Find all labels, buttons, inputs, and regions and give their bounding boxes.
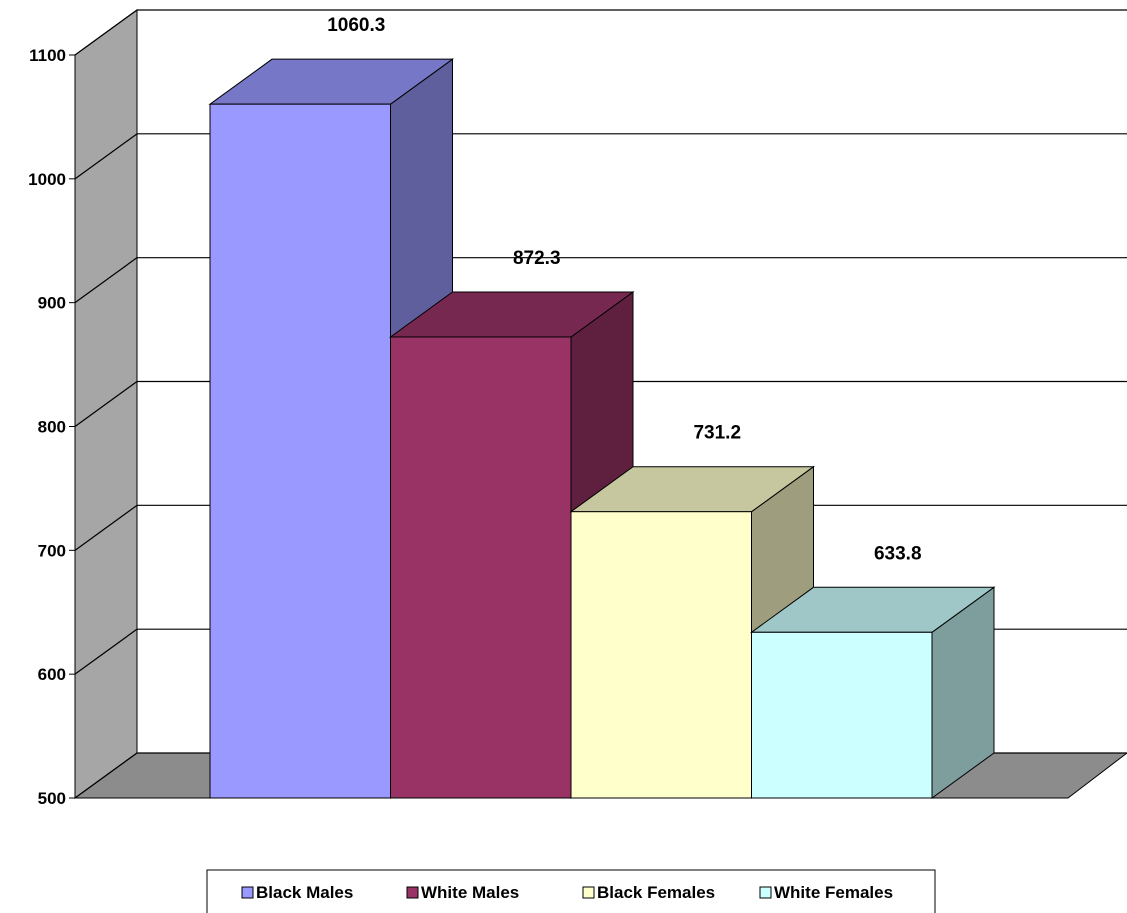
y-tick-label: 1000 <box>28 170 66 189</box>
bar <box>209 103 391 799</box>
data-label: 731.2 <box>693 423 741 444</box>
y-tick-label: 800 <box>38 418 66 437</box>
wall-grid-line <box>74 257 138 304</box>
wall-grid-line <box>74 504 138 551</box>
legend-swatch <box>241 886 254 899</box>
data-label: 872.3 <box>513 248 561 269</box>
wall-grid-line <box>74 752 138 799</box>
legend-swatch <box>582 886 595 899</box>
wall-grid-line <box>74 9 138 56</box>
y-tick-label: 600 <box>38 665 66 684</box>
y-tick-label: 500 <box>38 789 66 808</box>
y-tick-label: 700 <box>38 541 66 560</box>
wall-grid-line <box>74 381 138 427</box>
bar <box>390 336 572 799</box>
bar <box>751 631 933 799</box>
legend-swatch <box>406 886 419 899</box>
wall-grid-line <box>74 628 138 675</box>
legend <box>206 869 936 913</box>
data-label: 633.8 <box>874 543 922 564</box>
y-tick-label: 900 <box>38 294 66 313</box>
legend-swatch <box>759 886 772 899</box>
data-label: 1060.3 <box>327 15 385 36</box>
legend-label: White Females <box>774 883 893 902</box>
bar <box>570 511 752 799</box>
legend-label: Black Females <box>597 883 715 902</box>
legend-label: White Males <box>421 883 519 902</box>
y-tick-label: 1100 <box>29 46 66 65</box>
wall-grid-line <box>74 133 138 180</box>
legend-label: Black Males <box>256 883 353 902</box>
